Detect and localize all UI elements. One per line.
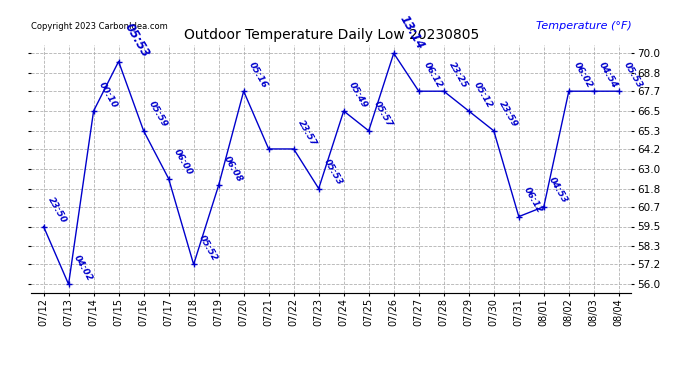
- Text: 23:57: 23:57: [297, 118, 319, 147]
- Text: 04:02: 04:02: [72, 253, 94, 283]
- Text: 05:53: 05:53: [322, 158, 344, 187]
- Text: 13:14: 13:14: [397, 13, 426, 52]
- Text: 05:52: 05:52: [197, 234, 219, 263]
- Text: 04:54: 04:54: [597, 60, 619, 90]
- Text: 06:12: 06:12: [522, 186, 544, 215]
- Text: 05:53: 05:53: [121, 21, 152, 60]
- Text: 23:25: 23:25: [446, 60, 469, 90]
- Text: 06:08: 06:08: [221, 154, 244, 184]
- Text: 04:53: 04:53: [546, 176, 569, 205]
- Text: Temperature (°F): Temperature (°F): [535, 21, 631, 32]
- Title: Outdoor Temperature Daily Low 20230805: Outdoor Temperature Daily Low 20230805: [184, 28, 479, 42]
- Text: 06:12: 06:12: [422, 60, 444, 90]
- Text: 05:59: 05:59: [146, 100, 169, 129]
- Text: 05:16: 05:16: [246, 60, 269, 90]
- Text: 05:49: 05:49: [346, 80, 369, 110]
- Text: 05:12: 05:12: [472, 80, 494, 110]
- Text: 06:00: 06:00: [172, 148, 194, 177]
- Text: 05:57: 05:57: [372, 100, 394, 129]
- Text: 05:53: 05:53: [622, 60, 644, 90]
- Text: 23:50: 23:50: [46, 195, 69, 225]
- Text: 23:59: 23:59: [497, 100, 519, 129]
- Text: 00:10: 00:10: [97, 80, 119, 110]
- Text: 06:02: 06:02: [572, 60, 594, 90]
- Text: Copyright 2023 CarbonIdea.com: Copyright 2023 CarbonIdea.com: [31, 22, 168, 32]
